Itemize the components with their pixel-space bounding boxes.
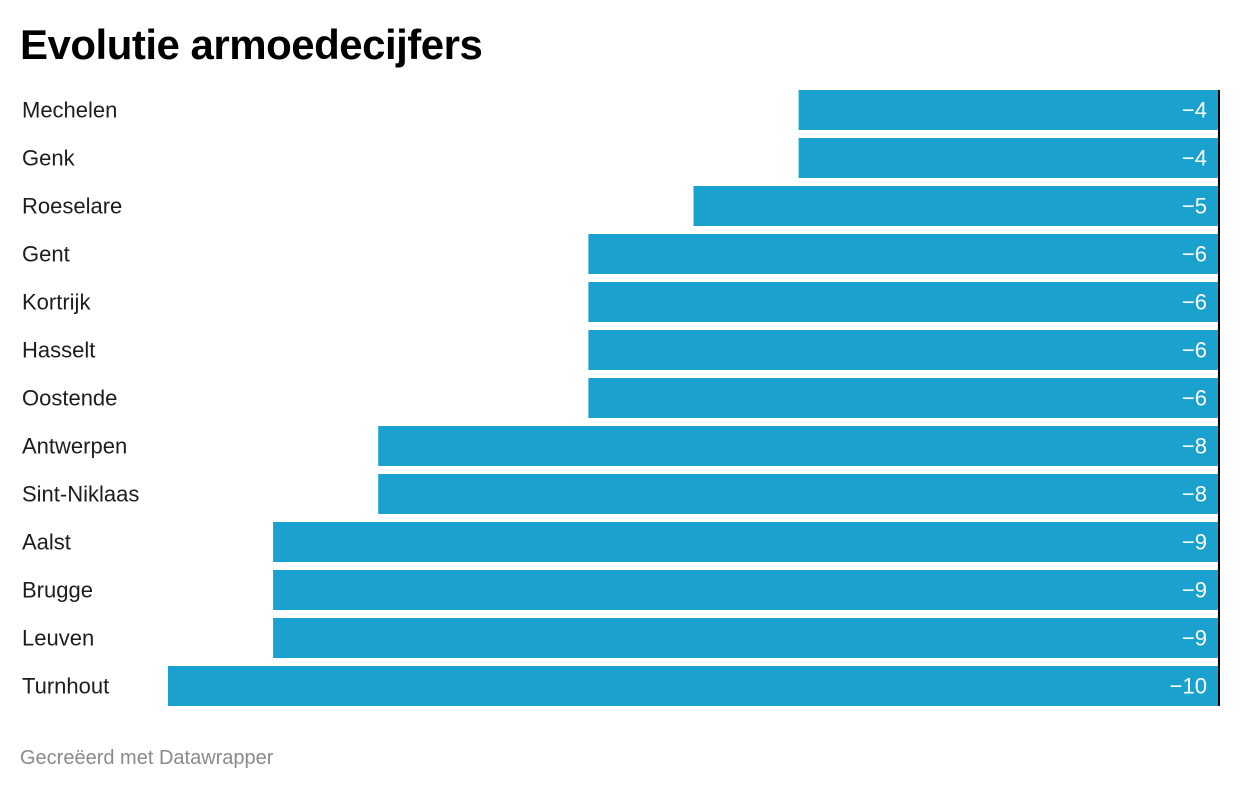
category-label: Antwerpen <box>22 434 127 459</box>
category-labels: Mechelen Genk Roeselare Gent Kortrijk Hasselt… <box>22 98 139 699</box>
value-label: −6 <box>1182 242 1207 267</box>
bar-oostende <box>588 378 1219 418</box>
footer-credit: Gecreëerd met Datawrapper <box>20 747 274 769</box>
category-label: Aalst <box>22 530 71 555</box>
bar-aalst <box>273 522 1220 562</box>
value-label: −10 <box>1170 674 1207 699</box>
category-label: Leuven <box>22 626 94 651</box>
value-label: −5 <box>1182 194 1207 219</box>
bar-gent <box>588 234 1219 274</box>
category-label: Roeselare <box>22 194 122 219</box>
value-label: −4 <box>1182 146 1207 171</box>
value-label: −9 <box>1182 530 1207 555</box>
value-label: −8 <box>1182 482 1207 507</box>
value-label: −9 <box>1182 626 1207 651</box>
category-label: Gent <box>22 242 70 267</box>
category-label: Oostende <box>22 386 117 411</box>
category-label: Sint-Niklaas <box>22 482 139 507</box>
value-label: −8 <box>1182 434 1207 459</box>
value-label: −4 <box>1182 98 1207 123</box>
bar-mechelen <box>798 90 1219 130</box>
bar-brugge <box>273 570 1220 610</box>
value-labels: −4 −4 −5 −6 −6 −6 −6 −8 −8 −9 −9 −9 −10 <box>1170 98 1207 699</box>
category-label: Turnhout <box>22 674 109 699</box>
value-label: −6 <box>1182 338 1207 363</box>
value-label: −6 <box>1182 386 1207 411</box>
bars-layer <box>168 90 1220 706</box>
bar-antwerpen <box>378 426 1219 466</box>
bar-roeselare <box>693 186 1219 226</box>
category-label: Hasselt <box>22 338 95 363</box>
bar-sint-niklaas <box>378 474 1219 514</box>
bar-leuven <box>273 618 1220 658</box>
bar-hasselt <box>588 330 1219 370</box>
bar-genk <box>798 138 1219 178</box>
category-label: Brugge <box>22 578 93 603</box>
value-label: −9 <box>1182 578 1207 603</box>
category-label: Genk <box>22 146 76 171</box>
value-label: −6 <box>1182 290 1207 315</box>
bar-turnhout <box>168 666 1219 706</box>
bar-kortrijk <box>588 282 1219 322</box>
chart-title: Evolutie armoedecijfers <box>20 21 483 68</box>
category-label: Kortrijk <box>22 290 91 315</box>
category-label: Mechelen <box>22 98 117 123</box>
